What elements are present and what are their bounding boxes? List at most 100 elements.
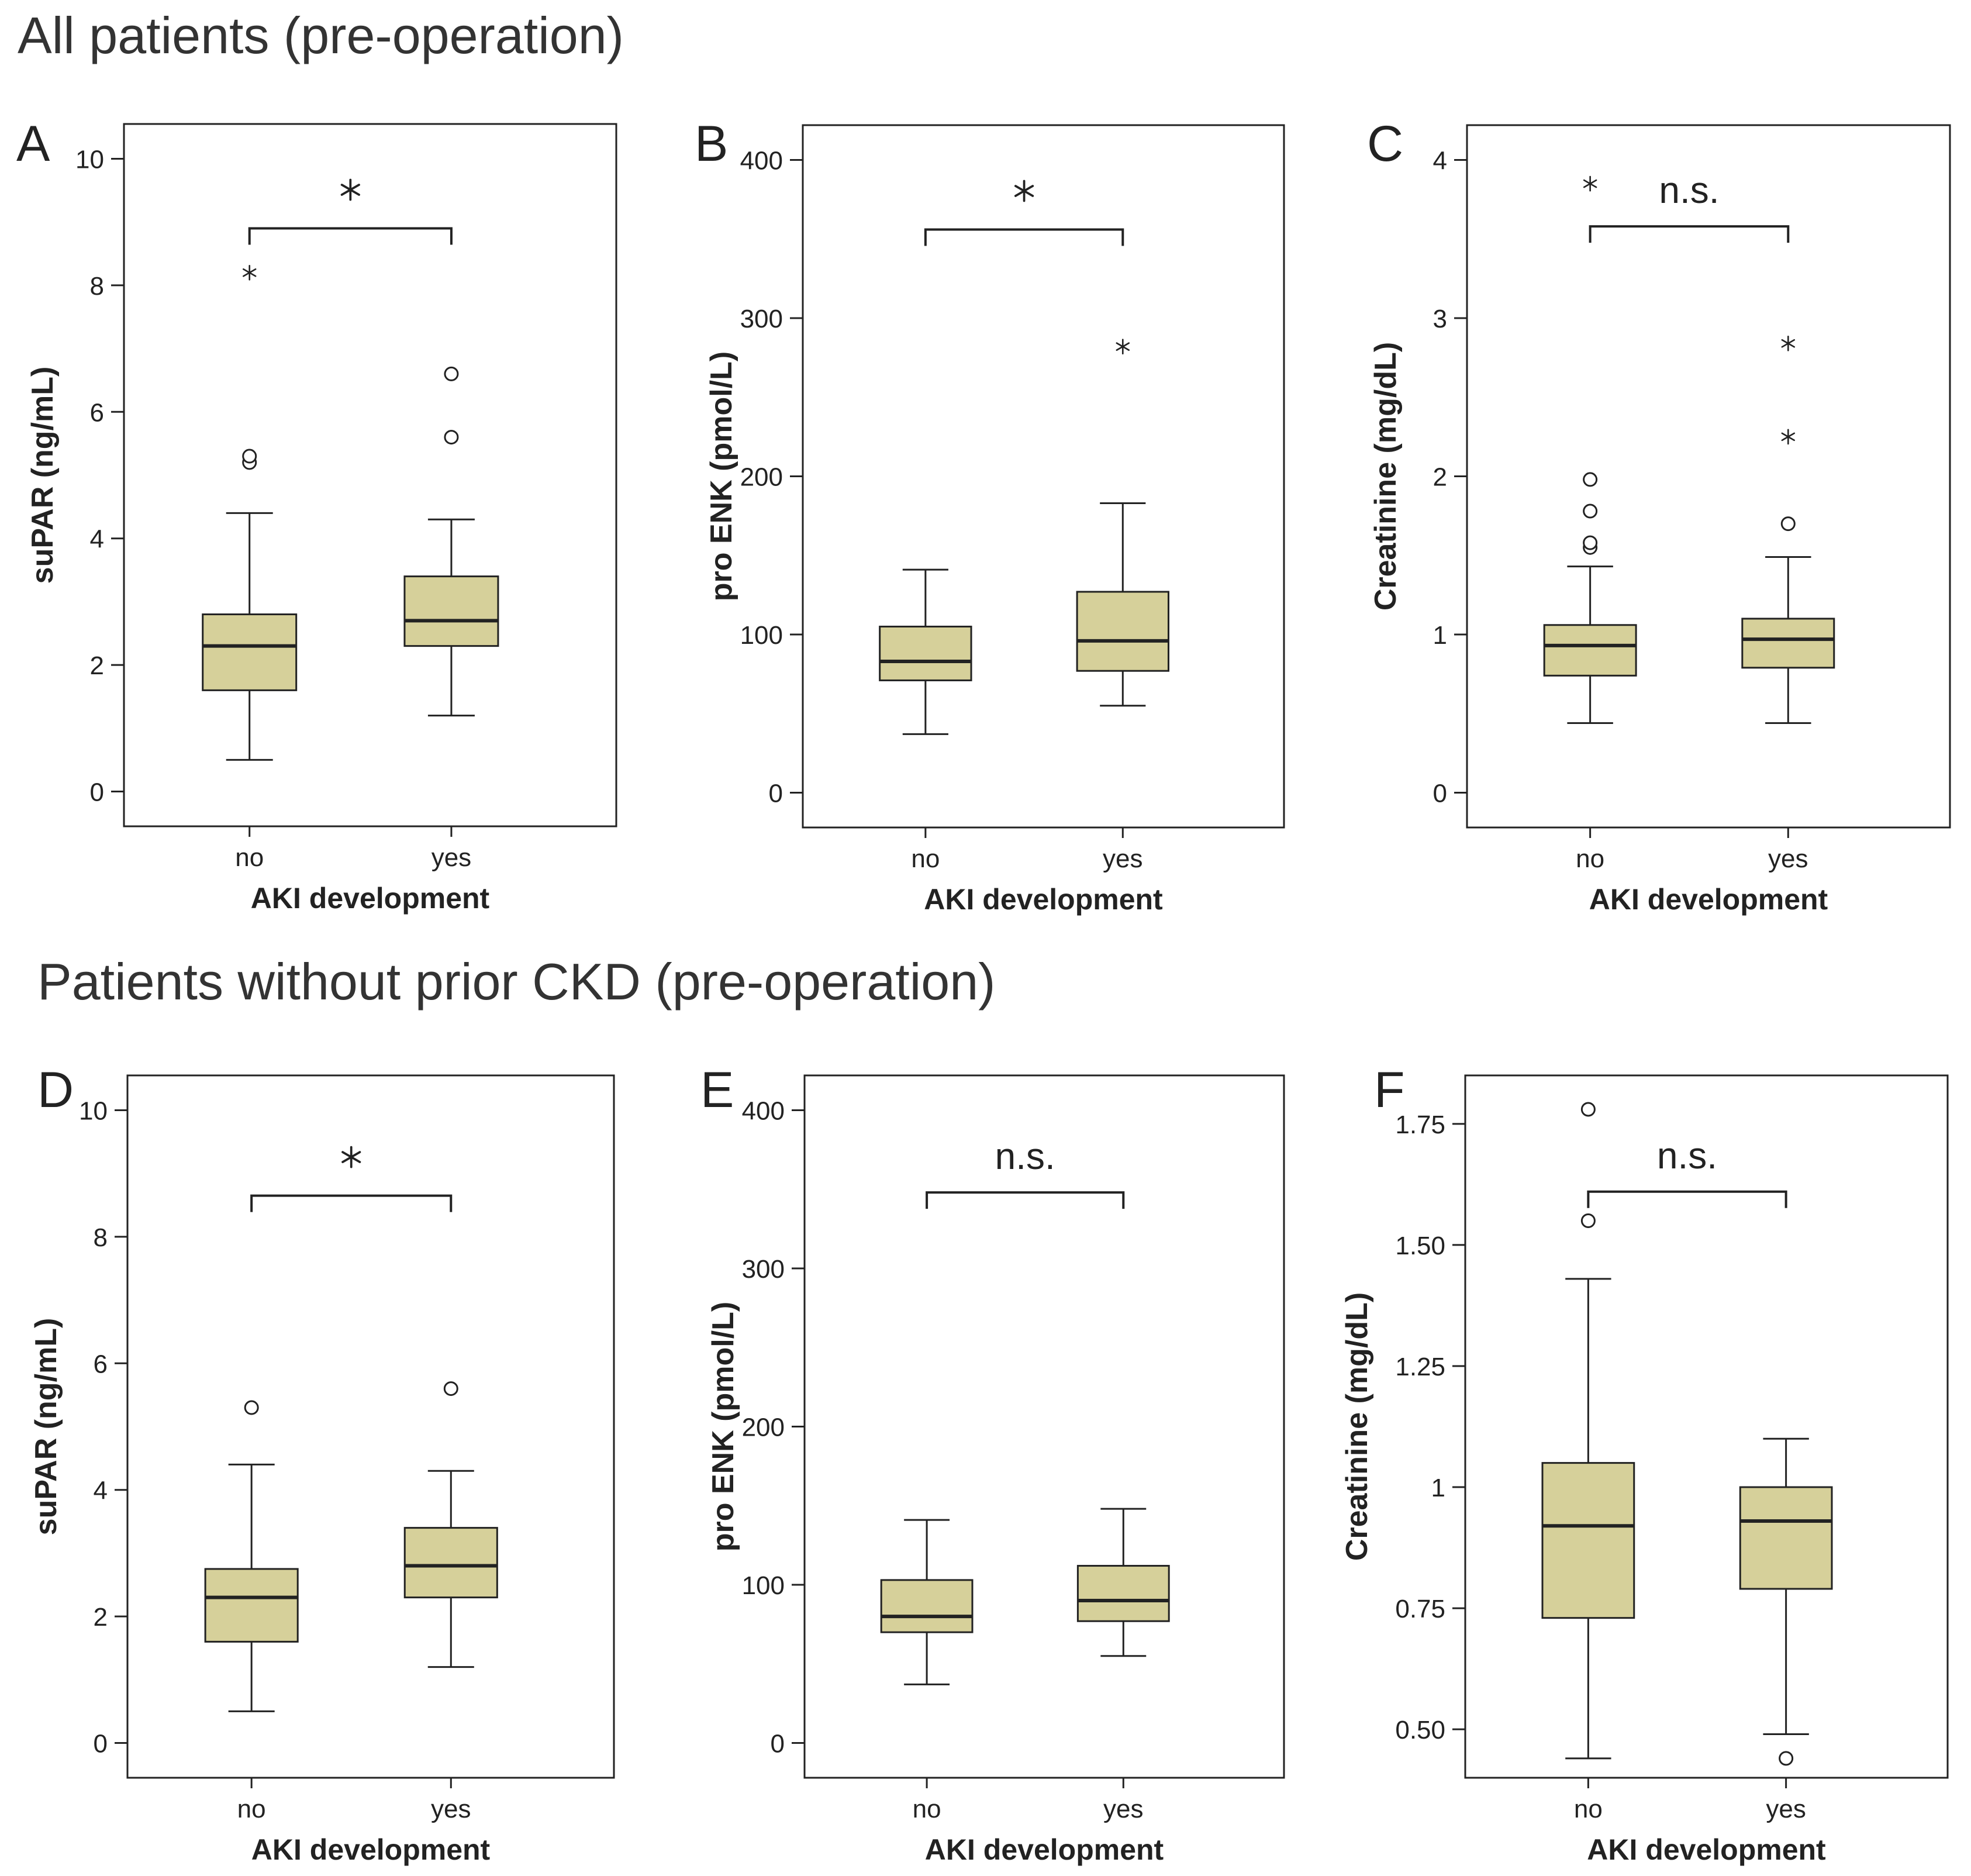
y-tick-label-f: 0.50 [1395, 1716, 1445, 1744]
outlier-d-yes [443, 1381, 458, 1396]
y-axis-label-b: pro ENK (pmol/L) [705, 351, 738, 602]
outlier-d-no [244, 1400, 259, 1415]
box-e-yes [1076, 1565, 1170, 1622]
x-tick-label-b-yes: yes [1103, 844, 1142, 873]
significance-bracket-a [248, 227, 453, 245]
outlier-f-no [1580, 1213, 1596, 1228]
box-d-no [204, 1568, 299, 1643]
section-title-no-prior-ckd: Patients without prior CKD (pre-operatio… [37, 953, 996, 1011]
y-tick-label-b: 0 [769, 779, 783, 808]
box-c-yes [1741, 618, 1835, 669]
box-b-no [879, 625, 972, 681]
plot-frame-a [123, 123, 617, 827]
y-tick-label-d: 4 [94, 1477, 108, 1505]
x-tick-label-c-no: no [1576, 844, 1604, 873]
extreme-b-yes [1116, 339, 1130, 355]
x-axis-label-c: AKI development [1589, 883, 1828, 916]
plot-frame-c [1466, 124, 1951, 829]
y-tick-label-b: 200 [740, 463, 783, 492]
y-tick-label-a: 4 [90, 525, 104, 554]
y-axis-label-f: Creatinine (mg/dL) [1340, 1292, 1374, 1561]
plot-frame-f [1464, 1074, 1949, 1779]
significance-label-e: n.s. [995, 1135, 1055, 1177]
y-tick-label-a: 2 [90, 651, 104, 680]
x-tick-label-a-yes: yes [432, 843, 471, 872]
outlier-a-yes [444, 366, 459, 381]
y-tick-label-f: 1 [1431, 1474, 1445, 1502]
significance-bracket-c [1589, 225, 1790, 243]
significance-bracket-d [250, 1194, 453, 1212]
box-a-no [202, 613, 298, 691]
y-tick-label-f: 0.75 [1395, 1595, 1445, 1623]
y-tick-label-e: 0 [771, 1729, 785, 1758]
outlier-f-yes [1779, 1751, 1794, 1766]
box-c-no [1543, 624, 1637, 677]
y-axis-label-e: pro ENK (pmol/L) [706, 1302, 740, 1552]
plot-frame-e [803, 1074, 1285, 1779]
significance-bracket-e [926, 1191, 1125, 1209]
outlier-c-no [1583, 472, 1598, 487]
significance-bracket-b [924, 228, 1124, 246]
y-tick-label-e: 200 [742, 1413, 785, 1442]
y-tick-label-e: 100 [742, 1571, 785, 1600]
outlier-c-no [1583, 535, 1598, 550]
box-e-no [880, 1579, 974, 1633]
box-d-yes [403, 1527, 498, 1599]
y-tick-label-b: 400 [740, 147, 783, 175]
outlier-a-no [242, 449, 257, 464]
panel-letter-e: E [700, 1062, 734, 1118]
y-tick-label-e: 300 [742, 1255, 785, 1284]
y-tick-label-c: 1 [1433, 621, 1447, 650]
y-tick-label-d: 2 [94, 1603, 108, 1632]
y-tick-label-d: 8 [94, 1223, 108, 1252]
y-tick-label-d: 10 [79, 1097, 108, 1126]
x-tick-label-e-yes: yes [1103, 1795, 1143, 1823]
x-tick-label-e-no: no [913, 1795, 941, 1823]
x-tick-label-d-yes: yes [431, 1795, 471, 1823]
x-tick-label-b-no: no [911, 844, 940, 873]
panel-letter-b: B [695, 116, 728, 172]
y-tick-label-f: 1.50 [1395, 1232, 1445, 1260]
x-tick-label-d-no: no [237, 1795, 266, 1823]
outlier-f-no [1580, 1102, 1596, 1117]
panel-letter-a: A [16, 116, 50, 172]
x-tick-label-f-yes: yes [1766, 1795, 1806, 1823]
extreme-c-yes [1781, 429, 1796, 445]
y-tick-label-a: 10 [75, 146, 104, 174]
y-tick-label-f: 1.75 [1395, 1111, 1445, 1139]
significance-star-a [340, 178, 360, 201]
x-axis-label-b: AKI development [924, 883, 1163, 916]
panel-letter-f: F [1374, 1062, 1405, 1118]
significance-label-f: n.s. [1657, 1134, 1717, 1177]
y-tick-label-c: 3 [1433, 305, 1447, 333]
extreme-c-no [1583, 175, 1597, 192]
y-tick-label-d: 0 [94, 1729, 108, 1758]
x-tick-label-f-no: no [1574, 1795, 1603, 1823]
significance-bracket-f [1587, 1190, 1787, 1208]
y-tick-label-a: 0 [90, 778, 104, 806]
outlier-a-yes [444, 430, 459, 445]
box-f-no [1541, 1462, 1635, 1619]
y-tick-label-c: 4 [1433, 147, 1447, 175]
box-f-yes [1739, 1486, 1833, 1590]
x-axis-label-e: AKI development [925, 1833, 1164, 1866]
significance-label-c: n.s. [1659, 169, 1719, 211]
significance-star-d [341, 1146, 361, 1168]
y-axis-label-d: suPAR (ng/mL) [29, 1318, 63, 1536]
x-tick-label-a-no: no [235, 843, 264, 872]
plot-frame-d [126, 1074, 615, 1779]
y-tick-label-a: 8 [90, 272, 104, 301]
box-b-yes [1076, 591, 1169, 672]
extreme-c-yes [1781, 335, 1796, 351]
y-tick-label-b: 100 [740, 621, 783, 650]
outlier-c-no [1583, 504, 1598, 519]
outlier-c-yes [1780, 516, 1796, 532]
extreme-a-no [242, 264, 257, 281]
x-axis-label-a: AKI development [251, 882, 490, 915]
x-axis-label-d: AKI development [251, 1833, 491, 1866]
y-tick-label-c: 0 [1433, 779, 1447, 808]
y-tick-label-c: 2 [1433, 463, 1447, 492]
y-tick-label-a: 6 [90, 398, 104, 427]
x-axis-label-f: AKI development [1587, 1833, 1826, 1866]
